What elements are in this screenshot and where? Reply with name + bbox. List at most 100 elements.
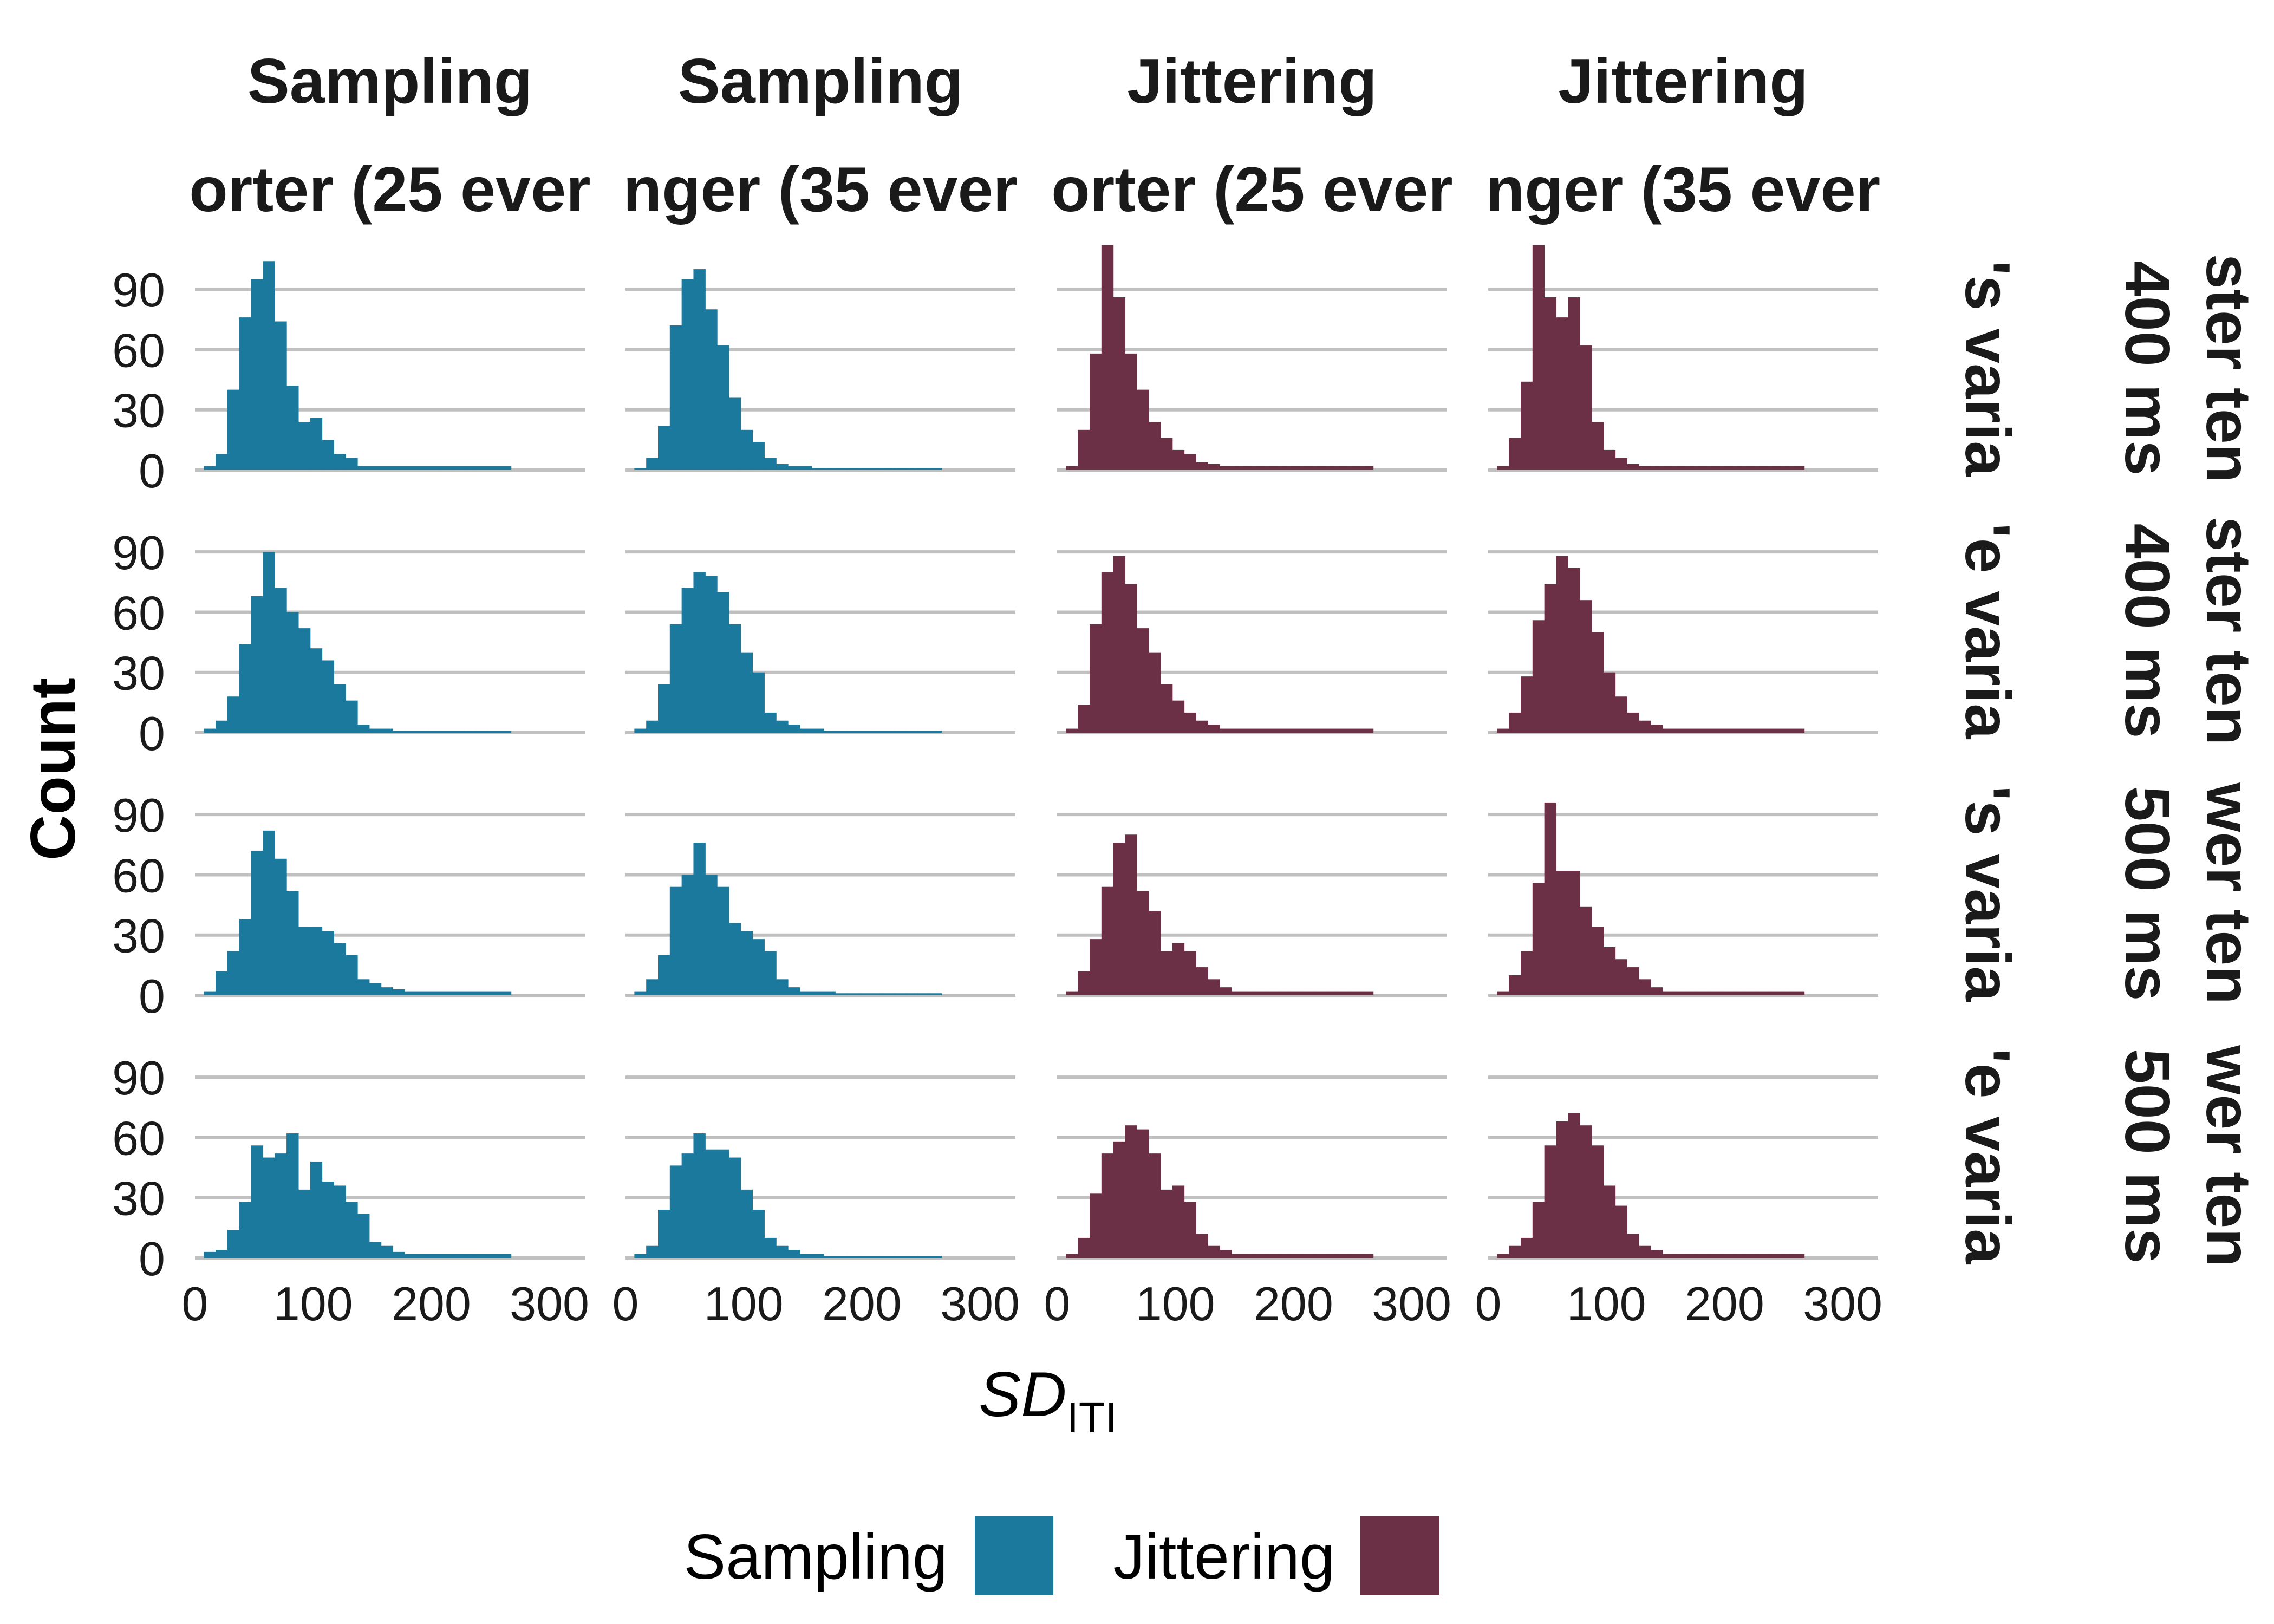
- histogram-bar: [1243, 1254, 1256, 1258]
- row-3-strip-line3: 's varia: [1952, 786, 2023, 1002]
- histogram-bar: [1160, 1189, 1173, 1258]
- histogram-bar: [728, 923, 741, 995]
- histogram-bar: [464, 731, 476, 733]
- histogram-bar: [310, 648, 323, 733]
- histogram-bar: [1196, 462, 1208, 470]
- histogram-bar: [286, 1133, 299, 1258]
- histogram-bar: [1686, 991, 1698, 995]
- histogram-bar: [870, 1256, 883, 1258]
- histogram-bar: [669, 886, 682, 995]
- y-tick-label: 30: [112, 647, 165, 700]
- histogram-bar: [1497, 466, 1509, 470]
- histogram-bar: [405, 466, 417, 470]
- histogram-bar: [310, 927, 323, 995]
- col-4-strip-line2: nger (35 ever: [1486, 154, 1880, 225]
- histogram-bar: [1532, 1202, 1545, 1258]
- histogram-bar: [1350, 1254, 1362, 1258]
- y-tick-label: 0: [139, 707, 165, 760]
- panel-r3-c2: [625, 813, 1015, 997]
- histogram-bar: [882, 993, 895, 995]
- histogram-bar: [870, 468, 883, 470]
- histogram-bar: [416, 466, 429, 470]
- histogram-bar: [764, 951, 777, 995]
- histogram-bar: [740, 652, 753, 733]
- histogram-bar: [823, 731, 836, 733]
- histogram-bar: [1137, 628, 1149, 733]
- histogram-bar: [1338, 991, 1350, 995]
- histogram-bar: [799, 991, 812, 995]
- panel-r3-c1: 0 30 60 90: [112, 788, 585, 1023]
- histogram-bar: [1149, 1153, 1161, 1258]
- histogram-bar: [393, 731, 405, 733]
- y-tick-label: 0: [139, 969, 165, 1023]
- histogram-bar: [764, 712, 777, 733]
- histogram-bar: [1290, 728, 1303, 733]
- histogram-bar: [1113, 556, 1126, 733]
- y-tick-label: 60: [112, 323, 165, 377]
- histogram-bar: [1521, 381, 1533, 470]
- histogram-bar: [894, 468, 907, 470]
- histogram-bar: [728, 397, 741, 470]
- histogram-bar: [1302, 1254, 1315, 1258]
- histogram-bar: [705, 576, 718, 733]
- histogram-bar: [1208, 725, 1220, 733]
- histogram-bar: [835, 993, 848, 995]
- histogram-bar: [487, 1254, 500, 1258]
- histogram-bar: [776, 1245, 789, 1258]
- histogram-bar: [1255, 1254, 1267, 1258]
- histogram-bar: [764, 458, 777, 470]
- histogram-bar: [1125, 834, 1137, 995]
- histogram-bar: [275, 321, 287, 470]
- histogram-bar: [1686, 728, 1698, 733]
- x-tick-label: 300: [510, 1277, 589, 1330]
- histogram-bar: [1769, 991, 1781, 995]
- histogram-bar: [1497, 991, 1509, 995]
- x-tick-label: 0: [1044, 1277, 1071, 1330]
- histogram-bar: [1078, 1237, 1090, 1258]
- histogram-bar: [1220, 466, 1232, 470]
- histogram-bar: [1639, 979, 1651, 995]
- histogram-bar: [416, 991, 429, 995]
- histogram-bar: [275, 858, 287, 995]
- histogram-bar: [658, 426, 670, 470]
- histogram-bar: [929, 731, 942, 733]
- histogram-bar: [1721, 991, 1734, 995]
- y-tick-label: 90: [112, 526, 165, 579]
- histogram-bar: [1781, 991, 1793, 995]
- histogram-bar: [1350, 728, 1362, 733]
- histogram-bar: [357, 725, 370, 733]
- panel-r2-c2: [625, 550, 1015, 734]
- y-axis-title: Count: [17, 677, 88, 860]
- histogram-bar: [1279, 728, 1291, 733]
- histogram-bar: [1101, 1153, 1114, 1258]
- histogram-bar: [1184, 712, 1196, 733]
- histogram-bar: [263, 1157, 275, 1258]
- histogram-bar: [1674, 466, 1687, 470]
- histogram-bar: [216, 720, 228, 733]
- histogram-bar: [1580, 600, 1592, 733]
- histogram-bar: [369, 466, 382, 470]
- histogram-bar: [1603, 1185, 1616, 1258]
- histogram-bar: [1350, 466, 1362, 470]
- histogram-bar: [1698, 991, 1710, 995]
- histogram-bar: [227, 389, 240, 470]
- histogram-bar: [1544, 297, 1557, 470]
- histogram-bar: [894, 993, 907, 995]
- histogram-bar: [717, 886, 729, 995]
- histogram-bar: [1733, 991, 1746, 995]
- histogram-bar: [1603, 947, 1616, 995]
- histogram-bar: [1160, 951, 1173, 995]
- histogram-bar: [669, 325, 682, 470]
- panel-r4-c4: 0 100 200 300: [1475, 1075, 1882, 1330]
- histogram-bar: [487, 731, 500, 733]
- histogram-bar: [263, 830, 275, 995]
- panel-r4-c2: 0 100 200 300: [613, 1075, 1020, 1330]
- histogram-bar: [1580, 345, 1592, 470]
- histogram-bar: [823, 1256, 836, 1258]
- histogram-bar: [263, 261, 275, 470]
- histogram-bar: [1231, 466, 1244, 470]
- histogram-bar: [1267, 991, 1279, 995]
- histogram-bar: [251, 596, 264, 733]
- histogram-bar: [251, 1145, 264, 1258]
